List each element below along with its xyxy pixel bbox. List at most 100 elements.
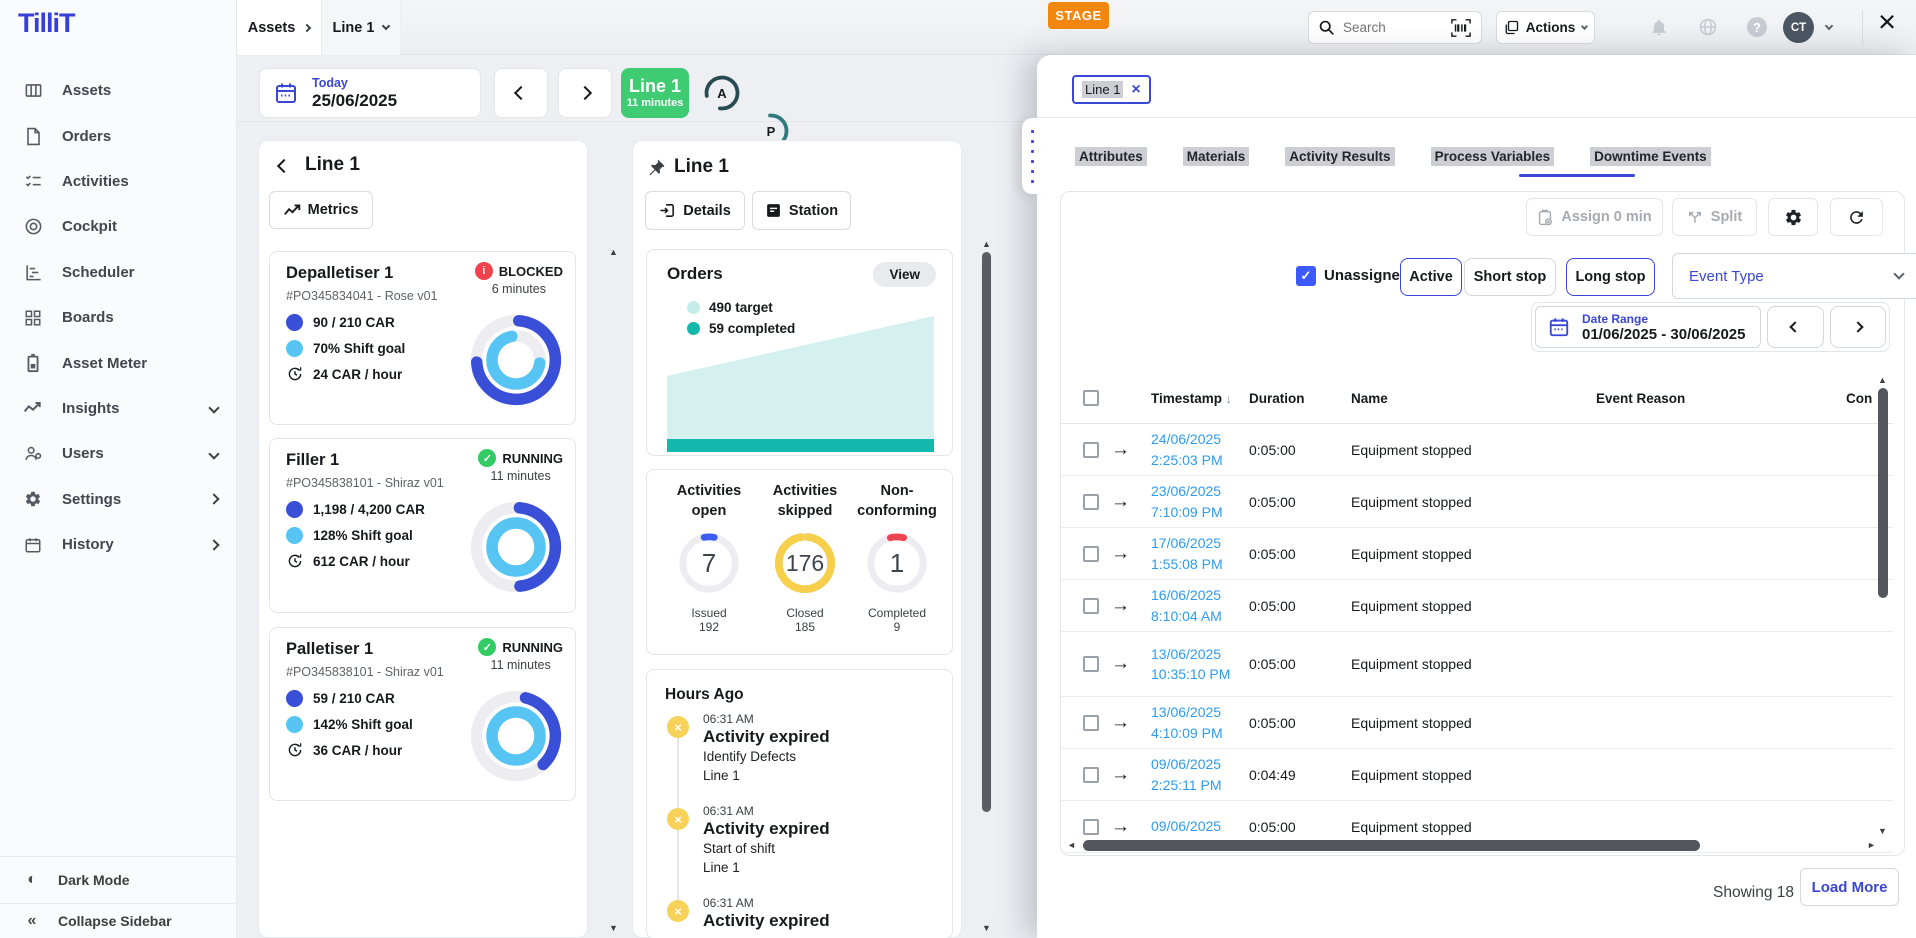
unassigned-checkbox[interactable]: ✓ [1296, 266, 1316, 286]
asset-card-depalletiser[interactable]: Depalletiser 1 #PO345834041 - Rose v01 i… [269, 251, 576, 425]
sidebar-item-asset-meter[interactable]: Asset Meter [0, 340, 236, 385]
col-header-event-reason[interactable]: Event Reason [1596, 390, 1686, 406]
table-scroll-down-icon[interactable]: ▼ [1878, 826, 1887, 836]
table-row[interactable]: → 09/06/2025 0:05:00 Equipment stopped [1061, 801, 1893, 853]
feed-item[interactable]: 06:31 AM Activity expired Start of shift… [703, 804, 830, 875]
tab-downtime-events[interactable]: Downtime Events [1590, 147, 1711, 166]
sidebar-item-activities[interactable]: Activities [0, 159, 236, 204]
table-horizontal-scrollbar-thumb[interactable] [1083, 840, 1700, 851]
tab-materials[interactable]: Materials [1182, 147, 1250, 166]
panel-drag-handle[interactable] [1022, 118, 1042, 194]
row-checkbox[interactable] [1083, 656, 1099, 672]
breadcrumb-tab-line1[interactable]: Line 1 [322, 0, 401, 55]
filter-short-stop-button[interactable]: Short stop [1464, 258, 1556, 296]
open-event-arrow-icon[interactable]: → [1111, 711, 1130, 733]
table-row[interactable]: → 17/06/2025 1:55:08 PM 0:05:00 Equipmen… [1061, 528, 1893, 580]
dark-mode-toggle[interactable]: ◐ Dark Mode [0, 856, 236, 903]
table-row[interactable]: → 24/06/2025 2:25:03 PM 0:05:00 Equipmen… [1061, 424, 1893, 476]
vertical-scrollbar-thumb[interactable] [982, 252, 991, 812]
station-button[interactable]: Station [752, 191, 851, 230]
tab-attributes[interactable]: Attributes [1075, 147, 1147, 166]
table-row[interactable]: → 13/06/2025 4:10:09 PM 0:05:00 Equipmen… [1061, 697, 1893, 749]
scroll-down-icon[interactable]: ▼ [982, 923, 991, 933]
details-button[interactable]: Details [645, 191, 745, 230]
open-event-arrow-icon[interactable]: → [1111, 815, 1130, 837]
col-header-timestamp[interactable]: Timestamp ↓ [1151, 390, 1232, 406]
asset-filter-chip[interactable]: Line 1 × [1072, 75, 1151, 104]
date-range-picker[interactable]: Date Range 01/06/2025 - 30/06/2025 [1535, 306, 1762, 348]
date-range-previous-button[interactable] [1767, 306, 1824, 348]
col-header-name[interactable]: Name [1351, 390, 1388, 406]
col-header-duration[interactable]: Duration [1249, 390, 1305, 406]
table-row[interactable]: → 16/06/2025 8:10:04 AM 0:05:00 Equipmen… [1061, 580, 1893, 632]
back-icon[interactable] [276, 158, 292, 174]
row-checkbox[interactable] [1083, 766, 1099, 783]
line-status-badge[interactable]: Line 1 11 minutes [621, 68, 689, 118]
table-row[interactable]: → 13/06/2025 10:35:10 PM 0:05:00 Equipme… [1061, 632, 1893, 697]
assign-button[interactable]: Assign 0 min [1526, 198, 1663, 236]
sidebar-item-scheduler[interactable]: Scheduler [0, 250, 236, 295]
open-event-arrow-icon[interactable]: → [1111, 763, 1130, 785]
feed-item[interactable]: 06:31 AM Activity expired Identify Defec… [703, 712, 830, 783]
sidebar-item-orders[interactable]: Orders [0, 113, 236, 158]
table-settings-button[interactable] [1768, 198, 1818, 236]
sidebar-item-boards[interactable]: Boards [0, 295, 236, 340]
refresh-button[interactable] [1830, 198, 1883, 236]
language-globe-icon[interactable] [1698, 17, 1718, 37]
row-checkbox[interactable] [1083, 818, 1099, 835]
table-row[interactable]: → 09/06/2025 2:25:11 PM 0:04:49 Equipmen… [1061, 749, 1893, 801]
event-timestamp[interactable]: 24/06/2025 2:25:03 PM [1151, 431, 1223, 468]
activities-skipped-counter[interactable]: 176 [774, 532, 836, 594]
table-scroll-up-icon[interactable]: ▲ [1878, 375, 1887, 385]
table-vertical-scrollbar-thumb[interactable] [1878, 388, 1888, 598]
open-event-arrow-icon[interactable]: → [1111, 542, 1130, 564]
scroll-up-icon[interactable]: ▲ [609, 247, 618, 257]
table-scroll-left-icon[interactable]: ◄ [1067, 840, 1076, 850]
avatar[interactable]: CT [1783, 12, 1814, 43]
avatar-chevron-down-icon[interactable] [1824, 21, 1834, 31]
date-range-next-button[interactable] [1829, 306, 1886, 348]
search-input[interactable] [1343, 20, 1442, 35]
open-event-arrow-icon[interactable]: → [1111, 594, 1130, 616]
filter-long-stop-button[interactable]: Long stop [1566, 258, 1655, 296]
col-header-comments[interactable]: Con [1846, 390, 1873, 406]
row-checkbox[interactable] [1083, 714, 1099, 731]
asset-card-filler[interactable]: Filler 1 #PO345838101 - Shiraz v01 ✓ RUNN… [269, 438, 576, 613]
row-checkbox[interactable] [1083, 493, 1099, 510]
next-day-button[interactable] [558, 68, 612, 118]
actions-button[interactable]: Actions [1496, 11, 1595, 44]
previous-day-button[interactable] [494, 68, 548, 118]
scroll-down-icon[interactable]: ▼ [609, 923, 618, 933]
table-row[interactable]: → 23/06/2025 7:10:09 PM 0:05:00 Equipmen… [1061, 476, 1893, 528]
select-all-checkbox[interactable] [1083, 390, 1099, 406]
table-scroll-right-icon[interactable]: ► [1867, 840, 1876, 850]
open-event-arrow-icon[interactable]: → [1111, 653, 1130, 674]
search-box[interactable] [1308, 11, 1482, 44]
non-conforming-counter[interactable]: 1 [866, 532, 928, 594]
scroll-up-icon[interactable]: ▲ [982, 239, 991, 249]
sidebar-item-settings[interactable]: Settings [0, 477, 236, 522]
event-timestamp[interactable]: 16/06/2025 8:10:04 AM [1151, 587, 1222, 624]
sidebar-item-users[interactable]: Users [0, 431, 236, 476]
sidebar-item-assets[interactable]: Assets [0, 68, 236, 113]
tab-activity-results[interactable]: Activity Results [1285, 147, 1395, 166]
event-timestamp[interactable]: 17/06/2025 1:55:08 PM [1151, 535, 1223, 572]
event-timestamp[interactable]: 13/06/2025 4:10:09 PM [1151, 704, 1223, 741]
tab-process-variables[interactable]: Process Variables [1430, 147, 1555, 166]
date-picker[interactable]: Today 25/06/2025 [259, 68, 481, 118]
open-event-arrow-icon[interactable]: → [1111, 490, 1130, 512]
sidebar-item-insights[interactable]: Insights [0, 386, 236, 431]
row-checkbox[interactable] [1083, 545, 1099, 562]
chip-remove-icon[interactable]: × [1131, 80, 1141, 98]
sidebar-item-cockpit[interactable]: Cockpit [0, 204, 236, 249]
pin-icon[interactable] [647, 158, 666, 177]
feed-item[interactable]: 06:31 AM Activity expired [703, 896, 830, 931]
metrics-button[interactable]: Metrics [269, 191, 373, 229]
breadcrumb-tab-assets[interactable]: Assets [237, 0, 322, 55]
notifications-bell-icon[interactable] [1649, 17, 1669, 37]
load-more-button[interactable]: Load More [1800, 868, 1899, 906]
filter-active-button[interactable]: Active [1400, 258, 1462, 296]
split-button[interactable]: Split [1672, 198, 1757, 236]
event-timestamp[interactable]: 23/06/2025 7:10:09 PM [1151, 483, 1223, 520]
availability-gauge[interactable]: A [703, 74, 741, 112]
